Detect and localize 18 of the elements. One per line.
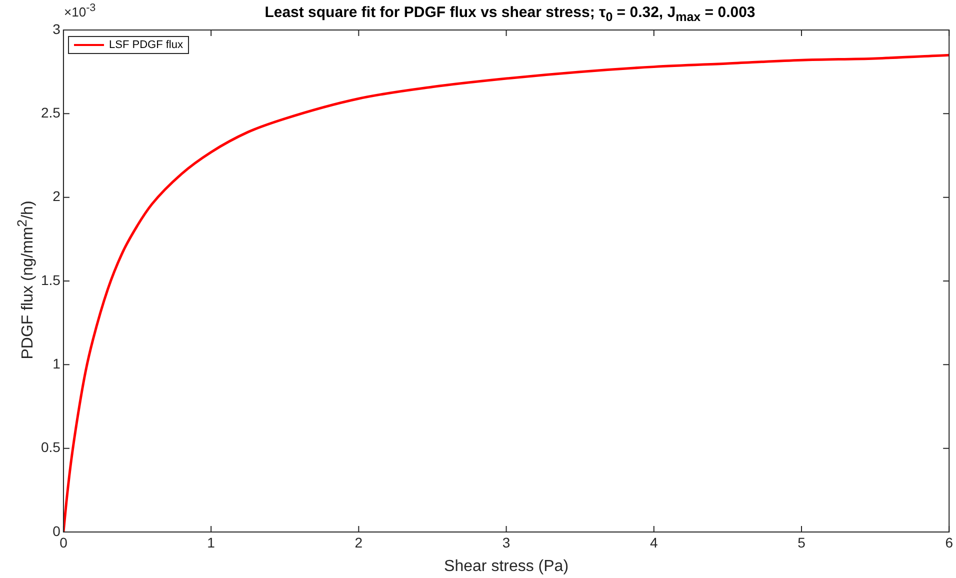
x-tick-label: 6: [945, 534, 954, 550]
x-tick-label: 5: [798, 534, 806, 550]
text: ×10$^{-3}$: [64, 2, 96, 20]
x-tick-label: 4: [650, 534, 658, 550]
y-tick-label: 0: [52, 522, 61, 539]
y-tick-label: 2.5: [40, 104, 61, 121]
x-axis-title: Shear stress (Pa): [444, 558, 569, 575]
x-tick-label: 1: [207, 534, 216, 550]
y-tick-label: 1.5: [40, 272, 61, 288]
y-tick-label: 1: [52, 356, 61, 372]
line-series: [63, 54, 950, 532]
x-tick-label: 2: [354, 534, 363, 550]
y-tick-label: 0.5: [40, 439, 61, 456]
x-tick-label: 3: [502, 534, 510, 550]
y-tick-label: 2: [52, 188, 61, 204]
y-tick-label: 3: [52, 20, 61, 37]
chart-title: Least square fit for PDGF flux vs shear stress; τ$_{0}$ = 0.32, J$_{max}$ = 0.003: [264, 4, 756, 24]
legend-label: LSF PDGF flux: [109, 39, 183, 51]
